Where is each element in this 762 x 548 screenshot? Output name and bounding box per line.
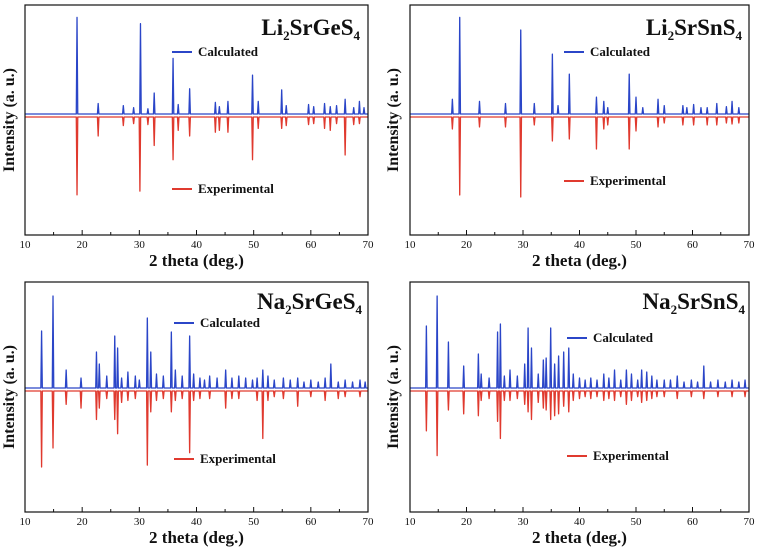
x-tick-label: 70 bbox=[363, 516, 375, 528]
x-tick-label: 10 bbox=[405, 516, 417, 528]
panel-title: Na2SrSnS4 bbox=[643, 289, 746, 317]
x-tick-label: 30 bbox=[518, 239, 530, 251]
title-subscript: 2 bbox=[668, 28, 675, 43]
legend-label-experimental: Experimental bbox=[590, 173, 666, 188]
x-tick-label: 10 bbox=[405, 239, 417, 251]
legend-label-experimental: Experimental bbox=[198, 181, 274, 196]
x-tick-label: 40 bbox=[191, 516, 203, 528]
title-element: Na bbox=[257, 289, 286, 314]
y-axis-label: Intensity (a. u.) bbox=[1, 345, 18, 449]
x-tick-label: 60 bbox=[305, 516, 317, 528]
x-tick-label: 60 bbox=[687, 516, 699, 528]
title-subscript: 2 bbox=[285, 302, 292, 317]
experimental-pattern-line bbox=[410, 390, 749, 457]
x-tick-label: 50 bbox=[248, 239, 260, 251]
calculated-pattern-line bbox=[25, 295, 368, 389]
title-subscript: 4 bbox=[356, 302, 363, 317]
title-formula: SrGeS bbox=[292, 289, 356, 314]
x-tick-label: 60 bbox=[687, 239, 699, 251]
x-tick-label: 20 bbox=[461, 239, 473, 251]
plot-frame bbox=[24, 281, 369, 513]
legend-label-experimental: Experimental bbox=[593, 448, 669, 463]
calculated-pattern-line bbox=[410, 295, 749, 389]
legend-label-calculated: Calculated bbox=[200, 315, 261, 330]
panel-title: Li2SrGeS4 bbox=[261, 15, 360, 43]
title-subscript: 4 bbox=[736, 28, 743, 43]
x-axis-label: 2 theta (deg.) bbox=[532, 251, 627, 270]
y-axis-label: Intensity (a. u.) bbox=[1, 68, 18, 172]
title-element: Li bbox=[261, 15, 283, 40]
xrd-panel-1: Calculated Experimental 10 20 30 40 50 60 70 2 th… bbox=[1, 4, 375, 270]
x-tick-label: 30 bbox=[518, 516, 530, 528]
title-subscript: 2 bbox=[283, 28, 290, 43]
x-tick-label: 70 bbox=[744, 516, 756, 528]
x-tick-label: 60 bbox=[305, 239, 317, 251]
xrd-panel-3: Calculated Experimental 10 20 30 40 50 60 70 2 th… bbox=[1, 281, 375, 547]
xrd-panel-2: Calculated Experimental 10 20 30 40 50 60 70 2 th… bbox=[385, 4, 756, 270]
title-subscript: 2 bbox=[671, 302, 678, 317]
x-tick-label: 30 bbox=[134, 239, 146, 251]
x-tick-label: 10 bbox=[20, 239, 32, 251]
y-axis-label: Intensity (a. u.) bbox=[385, 68, 402, 172]
x-tick-label: 20 bbox=[461, 516, 473, 528]
x-axis-label: 2 theta (deg.) bbox=[532, 528, 627, 547]
xrd-panel-4: Calculated Experimental 10 20 30 40 50 60 70 2 th… bbox=[385, 281, 756, 547]
title-formula: SrSnS bbox=[674, 15, 735, 40]
x-tick-label: 20 bbox=[77, 239, 89, 251]
legend-label-experimental: Experimental bbox=[200, 451, 276, 466]
x-tick-label: 50 bbox=[248, 516, 260, 528]
legend-label-calculated: Calculated bbox=[198, 44, 259, 59]
x-tick-label: 20 bbox=[77, 516, 89, 528]
x-tick-label: 40 bbox=[191, 239, 203, 251]
y-axis-label: Intensity (a. u.) bbox=[385, 345, 402, 449]
x-tick-label: 50 bbox=[631, 239, 643, 251]
x-tick-label: 40 bbox=[574, 239, 586, 251]
x-tick-label: 10 bbox=[20, 516, 32, 528]
legend-label-calculated: Calculated bbox=[590, 44, 651, 59]
x-tick-label: 50 bbox=[631, 516, 643, 528]
title-formula: SrGeS bbox=[290, 15, 354, 40]
calculated-pattern-line bbox=[25, 16, 368, 115]
x-tick-label: 70 bbox=[363, 239, 375, 251]
panel-title: Na2SrGeS4 bbox=[257, 289, 363, 317]
experimental-pattern-line bbox=[25, 116, 368, 196]
title-subscript: 4 bbox=[739, 302, 746, 317]
x-tick-label: 70 bbox=[744, 239, 756, 251]
title-element: Li bbox=[646, 15, 668, 40]
title-formula: SrSnS bbox=[677, 289, 738, 314]
panel-title: Li2SrSnS4 bbox=[646, 15, 743, 43]
experimental-pattern-line bbox=[410, 116, 749, 198]
calculated-pattern-line bbox=[410, 16, 749, 115]
legend-label-calculated: Calculated bbox=[593, 330, 654, 345]
x-axis-label: 2 theta (deg.) bbox=[149, 528, 244, 547]
experimental-pattern-line bbox=[25, 390, 368, 468]
x-tick-label: 40 bbox=[574, 516, 586, 528]
title-subscript: 4 bbox=[354, 28, 361, 43]
x-axis-label: 2 theta (deg.) bbox=[149, 251, 244, 270]
title-element: Na bbox=[643, 289, 672, 314]
x-tick-label: 30 bbox=[134, 516, 146, 528]
